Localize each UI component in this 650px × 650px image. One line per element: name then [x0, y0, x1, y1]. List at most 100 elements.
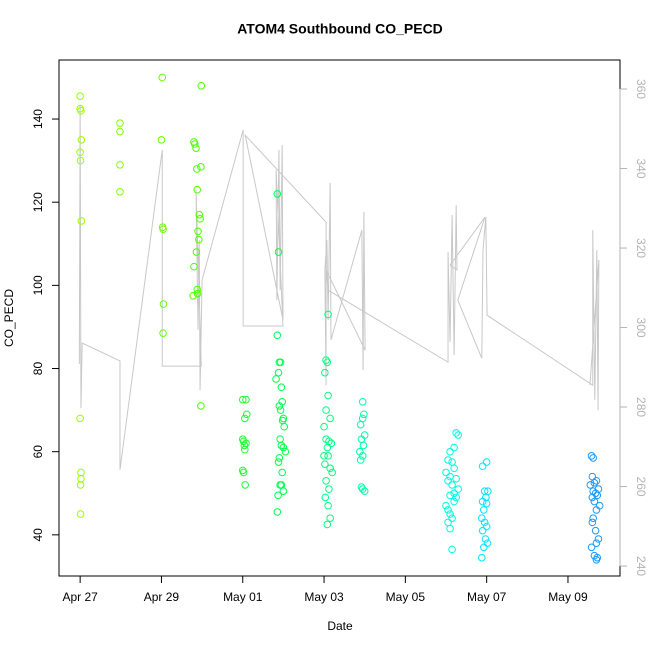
- data-point: [277, 383, 286, 392]
- data-point: [189, 291, 197, 300]
- data-point: [197, 402, 205, 410]
- data-point: [193, 289, 202, 298]
- data-point: [159, 225, 167, 234]
- data-point: [448, 481, 456, 489]
- data-point: [323, 520, 332, 529]
- data-point: [322, 356, 330, 365]
- data-point: [240, 445, 249, 454]
- data-point: [325, 485, 333, 493]
- data-point: [328, 468, 336, 477]
- data-point: [190, 262, 198, 271]
- data-point: [590, 497, 599, 506]
- data-point: [478, 526, 487, 535]
- data-point: [192, 144, 200, 152]
- y-axis-label: CO_PECD: [2, 289, 16, 347]
- data-point: [324, 501, 332, 510]
- y-tick-label: 60: [31, 445, 45, 459]
- data-point: [586, 481, 595, 489]
- data-point: [478, 462, 487, 471]
- chart-title: ATOM4 Southbound CO_PECD: [237, 21, 443, 37]
- data-point: [241, 481, 249, 489]
- data-point: [448, 545, 456, 554]
- data-point: [281, 447, 290, 456]
- data-point: [590, 479, 599, 487]
- data-point: [274, 368, 283, 377]
- data-point: [444, 456, 452, 464]
- data-point: [77, 136, 86, 144]
- data-point: [158, 73, 167, 82]
- data-point: [77, 106, 85, 115]
- y-tick-label: 80: [31, 362, 45, 376]
- data-point: [358, 485, 367, 493]
- data-point: [587, 543, 596, 552]
- x-tick-label: Apr 27: [62, 590, 98, 604]
- x-tick-label: May 07: [467, 590, 507, 604]
- data-point: [197, 163, 205, 171]
- data-point: [279, 443, 288, 452]
- data-point: [321, 460, 329, 468]
- data-point: [77, 217, 86, 225]
- data-point: [197, 81, 206, 90]
- y-tick-label: 140: [31, 109, 45, 129]
- data-point: [273, 331, 282, 340]
- data-point: [480, 506, 488, 514]
- data-point: [593, 491, 602, 500]
- data-point: [442, 501, 450, 510]
- data-point: [193, 285, 202, 294]
- data-point: [193, 165, 201, 173]
- data-point: [356, 420, 365, 429]
- data-point: [239, 437, 248, 446]
- data-point: [482, 458, 491, 466]
- data-point: [76, 481, 85, 489]
- data-point: [480, 518, 489, 527]
- y2-tick-label: 240: [634, 556, 648, 576]
- data-point: [116, 127, 124, 136]
- x-axis-label: Date: [327, 619, 353, 633]
- data-point: [478, 497, 487, 506]
- data-point: [480, 543, 488, 552]
- data-point: [360, 410, 368, 419]
- x-tick-label: May 09: [548, 590, 588, 604]
- data-point: [239, 468, 248, 477]
- data-point: [276, 358, 285, 367]
- data-point: [358, 397, 367, 406]
- data-point: [324, 391, 332, 400]
- data-point: [326, 414, 334, 423]
- data-point: [454, 431, 463, 439]
- y2-tick-label: 360: [634, 79, 648, 99]
- data-point: [76, 510, 85, 518]
- data-point: [359, 441, 368, 450]
- data-point: [326, 464, 334, 473]
- data-point: [588, 493, 597, 502]
- data-point: [320, 422, 328, 431]
- data-point: [323, 358, 332, 367]
- data-point: [326, 514, 334, 523]
- data-point: [482, 499, 491, 508]
- data-point: [193, 185, 202, 194]
- y2-tick-label: 320: [634, 238, 648, 258]
- data-point: [324, 452, 332, 460]
- data-point: [452, 429, 460, 437]
- data-point: [320, 452, 328, 460]
- data-point: [442, 468, 450, 477]
- data-point: [272, 375, 280, 383]
- data-point: [592, 476, 601, 485]
- data-point: [240, 414, 249, 423]
- x-tick-label: May 03: [304, 590, 344, 604]
- data-point: [195, 210, 204, 219]
- data-point: [192, 248, 201, 256]
- data-point: [444, 506, 452, 514]
- data-point: [76, 92, 84, 100]
- data-point: [116, 160, 124, 169]
- data-point: [481, 535, 490, 543]
- y-tick-label: 120: [31, 192, 45, 212]
- data-point: [587, 452, 596, 460]
- data-point: [452, 474, 460, 483]
- data-point: [446, 524, 454, 533]
- data-point: [242, 395, 250, 404]
- y2-tick-label: 280: [634, 397, 648, 417]
- data-point: [238, 395, 247, 404]
- data-point: [275, 454, 284, 462]
- data-point: [450, 497, 458, 506]
